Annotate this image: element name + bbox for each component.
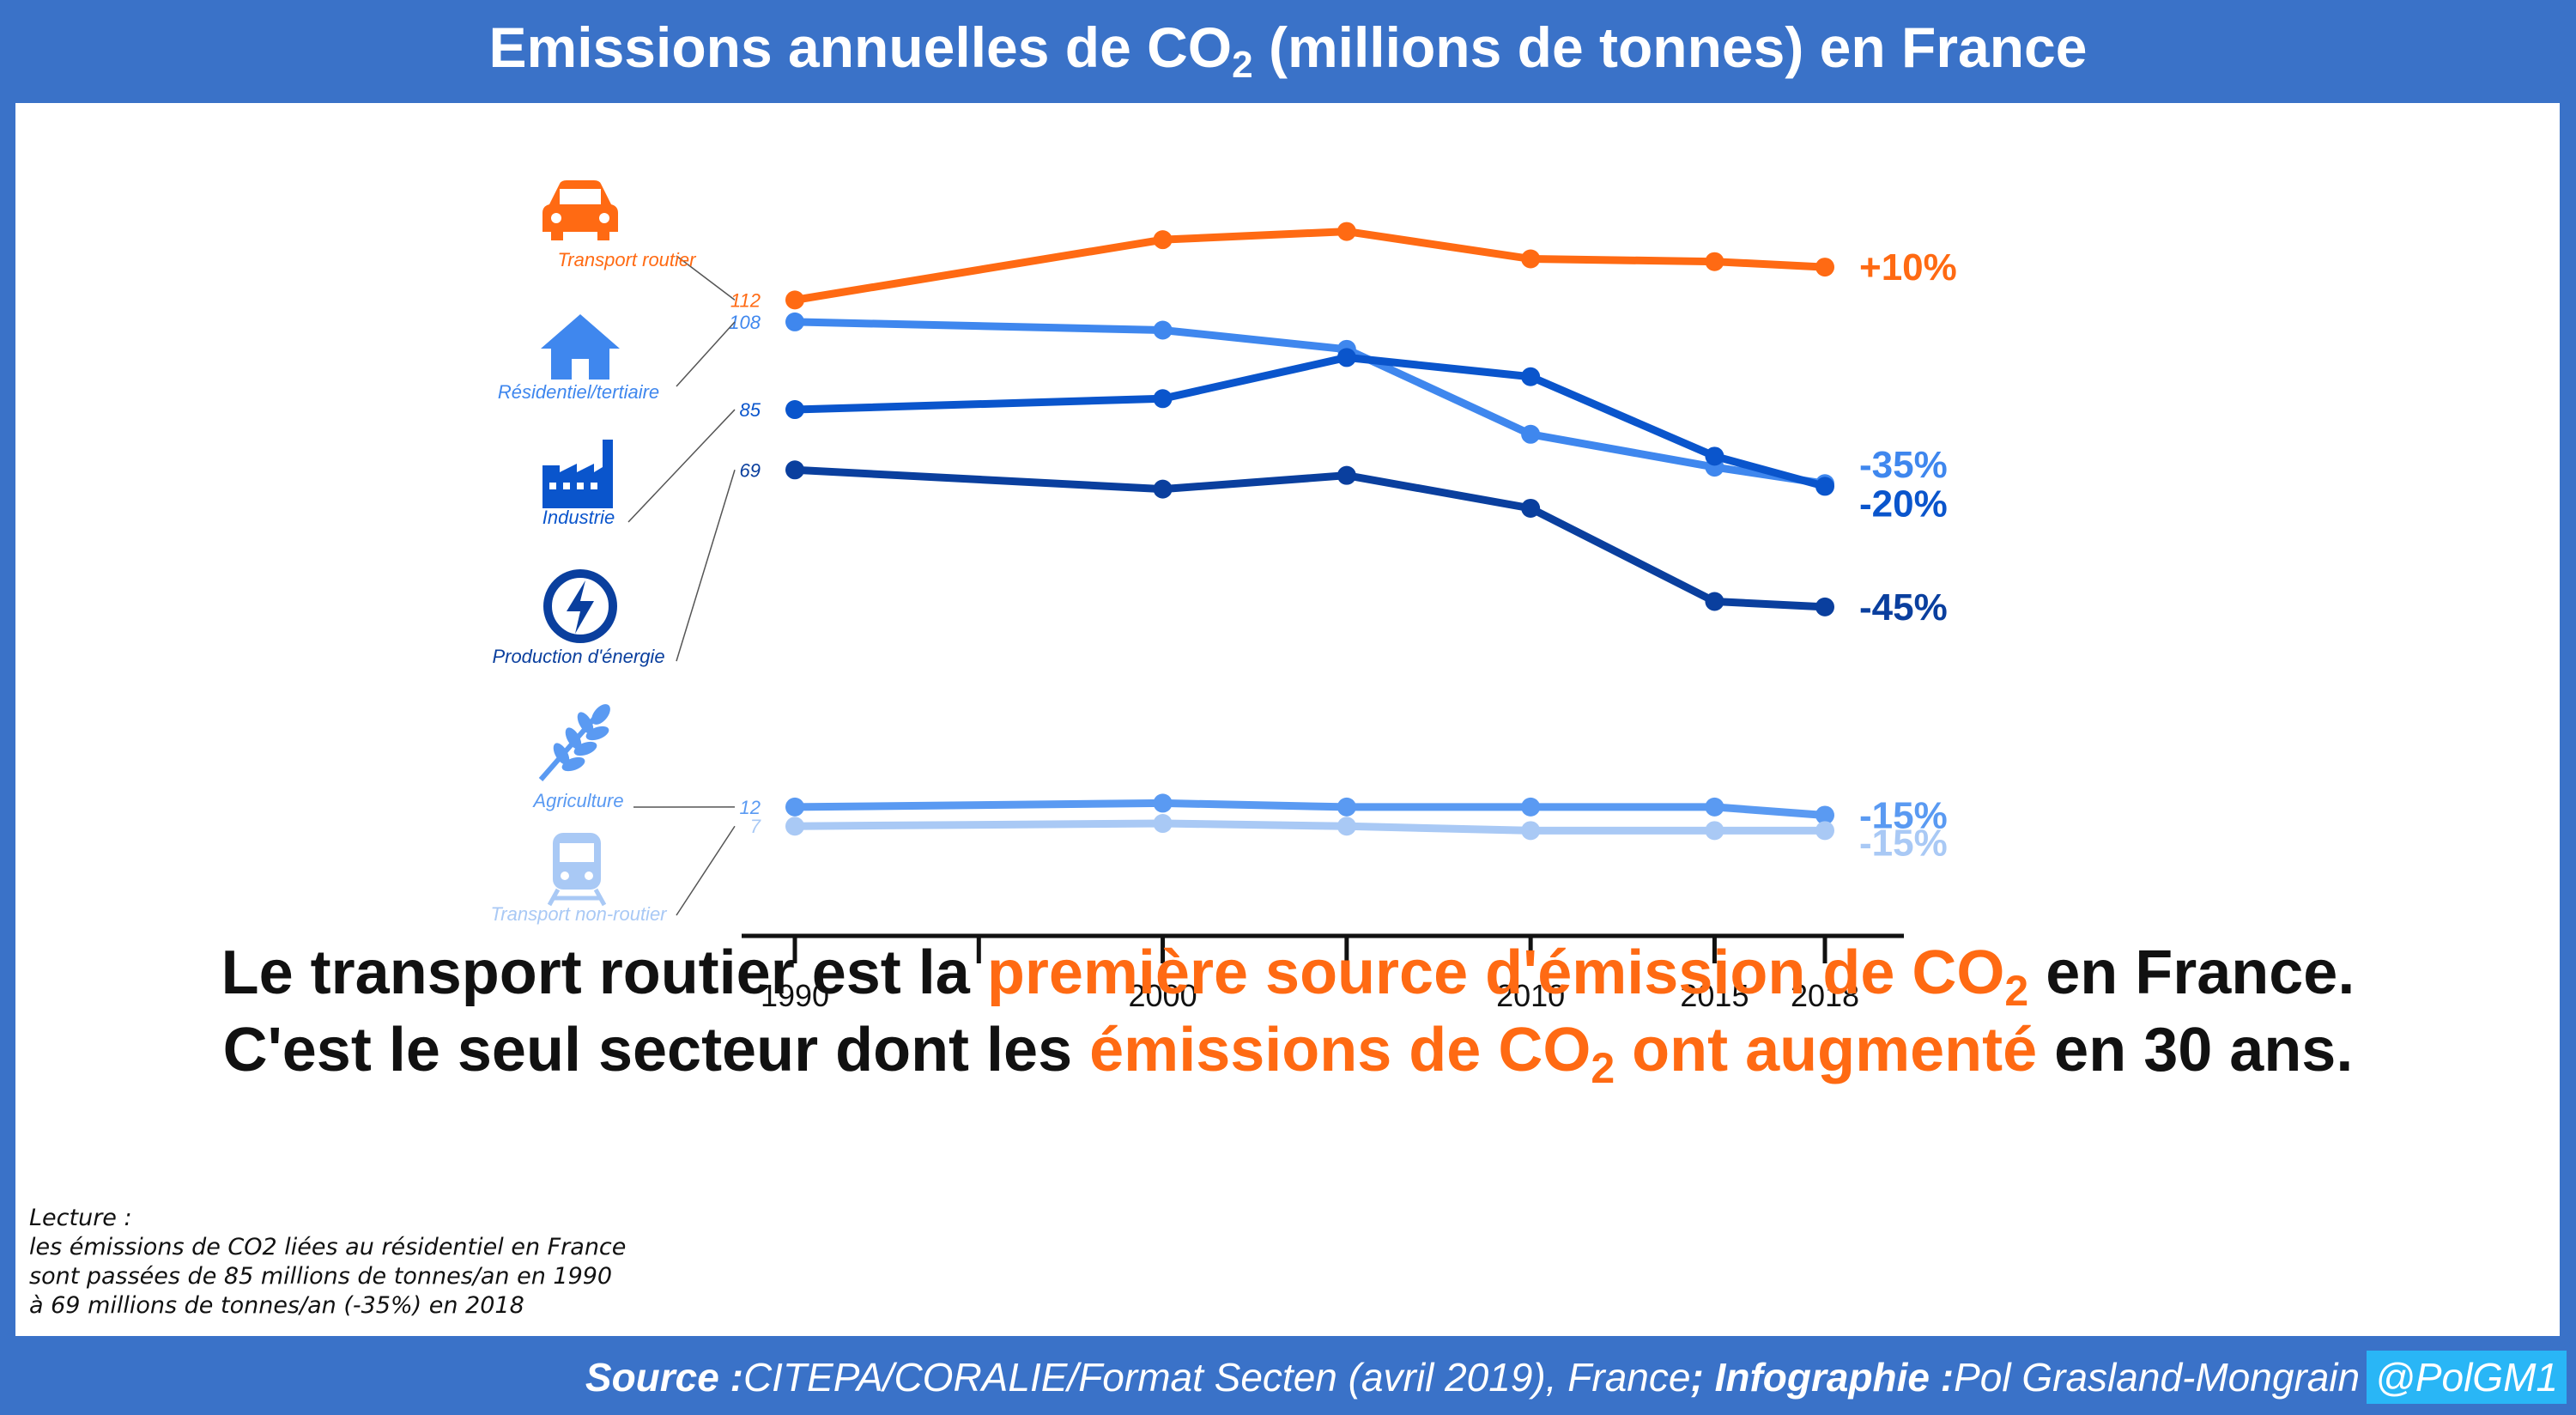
series-line: [794, 318, 1826, 488]
leader-line: [627, 409, 736, 523]
data-point: [1153, 793, 1173, 813]
start-value-label: 7: [750, 816, 761, 837]
data-point: [1705, 797, 1724, 817]
category-label: Industrie: [542, 507, 615, 528]
data-point: [1705, 821, 1724, 841]
category-label: Agriculture: [531, 790, 623, 811]
house-icon: [541, 314, 620, 380]
data-point: [1153, 320, 1173, 340]
x-tick-label: 1990: [761, 978, 829, 1013]
series-5: 7 Transport non-routier -15%: [490, 814, 1948, 925]
data-point: [1521, 249, 1541, 269]
start-value-label: 85: [740, 399, 761, 421]
end-change-label: -45%: [1859, 586, 1948, 629]
infographie-label: ; Infographie :: [1690, 1355, 1955, 1400]
data-point: [1153, 479, 1173, 499]
end-change-label: +10%: [1859, 246, 1957, 288]
leader-line: [676, 470, 736, 662]
headline-line-2: C'est le seul secteur dont les émissions…: [222, 1016, 2354, 1092]
power-icon: [543, 569, 617, 643]
data-point: [1336, 348, 1356, 367]
data-point: [1705, 592, 1724, 611]
data-point: [1521, 821, 1541, 841]
category-label: Production d'énergie: [492, 646, 664, 667]
headline-line-1: Le transport routier est la première sou…: [221, 938, 2355, 1015]
x-tick-label: 2010: [1496, 978, 1565, 1013]
x-tick-label: 2000: [1129, 978, 1197, 1013]
leader-line: [676, 255, 736, 301]
end-change-label: -15%: [1859, 822, 1948, 864]
reading-note-line: les émissions de CO2 liées au résidentie…: [29, 1234, 627, 1260]
data-point: [1815, 258, 1834, 277]
data-point: [1336, 797, 1356, 817]
data-point: [1815, 597, 1834, 616]
author-handle[interactable]: @PolGM1: [2367, 1351, 2567, 1404]
data-point: [785, 312, 804, 331]
series-0: 112 Transport routier +10%: [558, 222, 1957, 311]
source-footer: Source : CITEPA/CORALIE/Format Secten (a…: [0, 1346, 2567, 1408]
start-value-label: 112: [730, 289, 761, 311]
data-point: [1336, 465, 1356, 485]
end-change-label: -20%: [1859, 483, 1948, 525]
source-label: Source :: [585, 1355, 743, 1400]
reading-note-heading: Lecture :: [29, 1205, 132, 1231]
data-point: [1521, 797, 1541, 817]
reading-note-line: sont passées de 85 millions de tonnes/an…: [29, 1263, 613, 1290]
data-point: [1153, 389, 1173, 409]
series-line: [794, 819, 1825, 835]
data-point: [1815, 821, 1834, 841]
car-icon: [542, 180, 618, 240]
reading-note-line: à 69 millions de tonnes/an (-35%) en 201…: [29, 1292, 524, 1319]
series-line: [794, 799, 1826, 819]
start-value-label: 12: [740, 797, 761, 818]
data-point: [1705, 446, 1724, 466]
leader-line: [676, 321, 736, 387]
data-point: [1521, 424, 1541, 444]
data-point: [785, 817, 804, 836]
data-point: [1521, 498, 1541, 518]
train-icon: [547, 833, 607, 907]
series-3: 69 Production d'énergie -45%: [492, 459, 1947, 667]
source-text: CITEPA/CORALIE/Format Secten (avril 2019…: [742, 1355, 1691, 1400]
series-line: [794, 228, 1826, 304]
data-point: [1521, 367, 1541, 386]
data-point: [1815, 477, 1834, 496]
data-point: [1153, 814, 1173, 834]
data-point: [1336, 222, 1356, 241]
data-point: [1336, 817, 1356, 836]
data-point: [1705, 252, 1724, 271]
factory-icon: [542, 440, 613, 508]
leader-line: [676, 825, 736, 916]
wheat-icon: [538, 704, 610, 781]
author-name: Pol Grasland-Mongrain: [1954, 1355, 2361, 1400]
data-point: [785, 290, 804, 310]
data-point: [1153, 230, 1173, 250]
series-2: 85 Industrie -20%: [542, 348, 1948, 528]
title-text: Emissions annuelles de CO2 (millions de …: [488, 15, 2088, 86]
data-point: [785, 460, 804, 480]
page-title: Emissions annuelles de CO2 (millions de …: [0, 0, 2576, 101]
series-4: 12 Agriculture -15%: [531, 790, 1947, 836]
x-tick-label: 2015: [1680, 978, 1749, 1013]
end-change-label: -35%: [1859, 444, 1948, 486]
series-line: [794, 353, 1827, 490]
category-label: Transport routier: [558, 249, 698, 270]
end-change-label: -15%: [1859, 794, 1948, 836]
data-point: [785, 400, 804, 420]
reading-note: Lecture : les émissions de CO2 liées au …: [29, 1204, 699, 1321]
chart-panel: 112 Transport routier +10% 108 Résidentiel/t…: [15, 103, 2560, 1336]
data-point: [1815, 805, 1834, 825]
series-line: [794, 465, 1826, 611]
category-label: Résidentiel/tertiaire: [498, 381, 659, 403]
data-point: [785, 797, 804, 817]
x-tick-label: 2018: [1791, 978, 1859, 1013]
category-label: Transport non-routier: [490, 903, 668, 925]
start-value-label: 69: [740, 459, 761, 481]
